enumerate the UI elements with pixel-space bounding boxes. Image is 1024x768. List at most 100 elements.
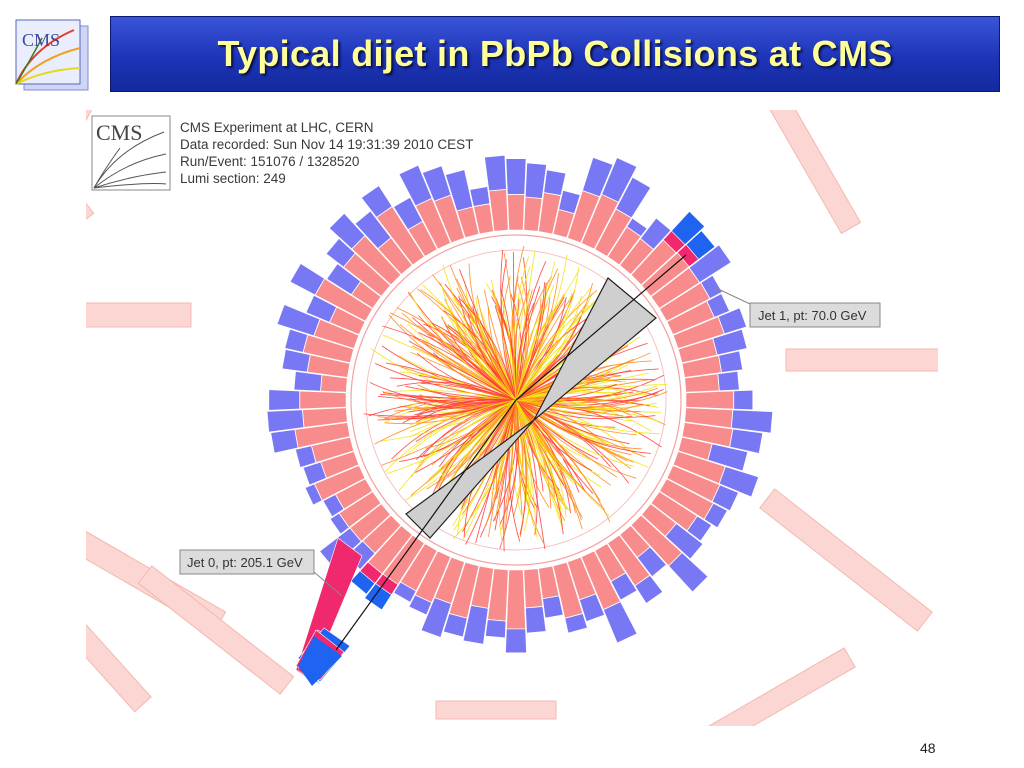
track: [515, 286, 541, 401]
calorimeter-towers: [266, 154, 774, 686]
hcal-tower: [328, 212, 366, 250]
track: [375, 363, 517, 401]
hcal-tower: [408, 594, 433, 616]
event-display-logo: CMS: [91, 115, 171, 191]
ecal-tower: [505, 569, 527, 630]
info-run-event: Run/Event: 151076 / 1328520: [180, 154, 359, 169]
track: [515, 364, 629, 401]
track: [428, 399, 517, 480]
track: [503, 399, 517, 536]
info-data-recorded: Data recorded: Sun Nov 14 19:31:39 2010 …: [180, 137, 473, 152]
track: [515, 398, 652, 432]
track: [515, 399, 563, 529]
hcal-tower: [305, 294, 338, 323]
track: [515, 399, 656, 418]
track: [459, 269, 517, 401]
hcal-tower: [281, 348, 311, 373]
jet-1-axis: [515, 254, 687, 401]
track: [404, 399, 517, 501]
hcal-tower: [326, 262, 362, 296]
hcal-tower: [712, 328, 748, 356]
hcal-tower: [360, 184, 393, 218]
track: [447, 324, 517, 401]
track: [515, 383, 668, 401]
title-bar: Typical dijet in PbPb Collisions at CMS: [110, 16, 1000, 92]
hcal-tower: [664, 522, 704, 560]
track: [363, 399, 517, 417]
track: [500, 288, 517, 401]
hcal-tower: [636, 546, 667, 578]
hcal-tower: [686, 515, 713, 542]
track: [440, 283, 517, 401]
track: [515, 399, 605, 510]
muon-chamber: [750, 110, 862, 235]
track: [415, 399, 517, 461]
hcal-tower: [717, 370, 740, 392]
ecal-tower: [299, 390, 347, 410]
track: [515, 399, 630, 445]
hcal-tower: [543, 169, 567, 197]
jet-1-label: Jet 1, pt: 70.0 GeV: [715, 287, 881, 328]
muon-chamber: [785, 348, 938, 372]
track: [400, 366, 517, 401]
cms-logo: CMS: [14, 18, 94, 94]
hcal-tower: [706, 292, 731, 318]
hcal-tower: [325, 237, 356, 268]
track: [515, 399, 641, 414]
hcal-tower: [289, 262, 326, 296]
track: [459, 298, 517, 401]
hcal-tower: [266, 409, 305, 433]
track: [515, 399, 634, 467]
track: [377, 395, 517, 402]
track: [515, 399, 562, 510]
track: [460, 321, 517, 401]
track: [490, 279, 517, 401]
hcal-tower: [393, 581, 417, 603]
track: [515, 399, 571, 514]
track: [382, 325, 517, 401]
jet-0-label: Jet 0, pt: 205.1 GeV: [179, 549, 343, 597]
hcal-tower: [294, 445, 317, 469]
hcal-tower: [444, 169, 474, 212]
track: [385, 389, 517, 401]
track: [515, 399, 562, 525]
hcal-tower: [483, 154, 507, 192]
tracker-inner-ring: [365, 249, 667, 551]
jet-hcal-deposit: [671, 210, 706, 245]
track: [515, 399, 537, 534]
jet-cones: [335, 254, 687, 651]
muon-chamber: [86, 547, 152, 713]
track: [515, 399, 575, 484]
track: [409, 399, 517, 438]
jet-0-hcal-column: [298, 636, 342, 686]
hcal-tower: [392, 196, 424, 231]
track: [515, 399, 592, 472]
event-display-canvas: CMS CMS Experiment at LHC, CERN Data rec…: [86, 110, 938, 726]
hcal-tower: [293, 370, 323, 392]
hcal-tower: [304, 483, 323, 506]
hcal-tower: [268, 389, 301, 411]
slide-title: Typical dijet in PbPb Collisions at CMS: [217, 33, 893, 74]
ecal-tower: [320, 374, 348, 393]
track: [502, 276, 517, 401]
hcal-tower: [270, 429, 299, 454]
hcal-tower: [581, 156, 614, 198]
hcal-tower: [329, 512, 350, 535]
hcal-tower: [626, 217, 648, 238]
hcal-tower: [302, 461, 327, 486]
track: [402, 399, 517, 424]
hcal-tower: [730, 409, 774, 434]
hcal-tower: [729, 428, 764, 454]
track: [475, 296, 517, 401]
track: [438, 399, 517, 487]
hcal-tower: [717, 307, 748, 335]
track: [385, 362, 517, 401]
track: [438, 399, 517, 467]
hcal-tower: [578, 593, 606, 623]
track: [408, 340, 517, 401]
track: [465, 399, 517, 545]
hcal-tower: [442, 612, 468, 638]
hcal-tower: [688, 244, 732, 284]
track: [494, 305, 517, 401]
hcal-tower: [639, 217, 672, 250]
